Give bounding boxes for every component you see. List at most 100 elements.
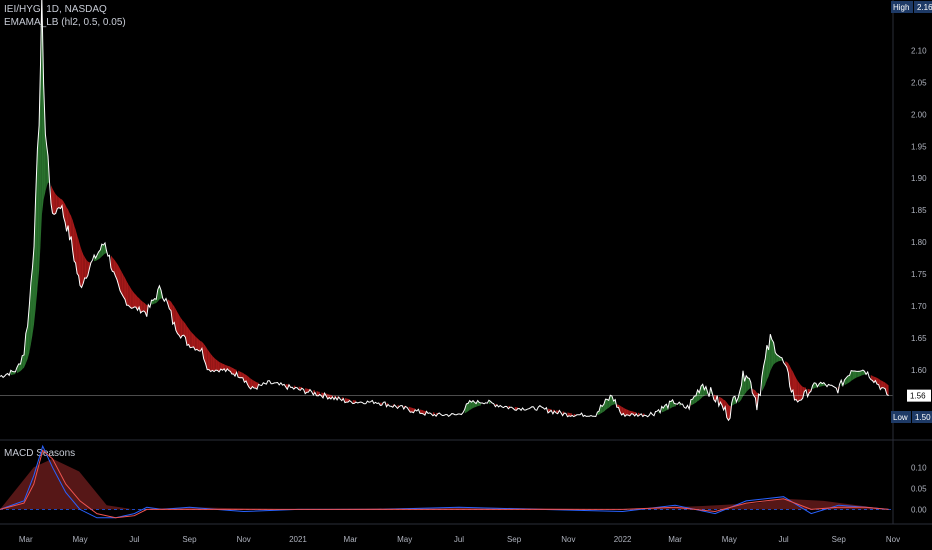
bear-fill-segment (799, 383, 802, 401)
high-value-badge (914, 1, 932, 13)
price-tick-label: 1.75 (911, 270, 927, 279)
bear-fill-segment (230, 366, 232, 374)
bear-fill-segment (621, 406, 624, 415)
bull-fill-segment (98, 249, 101, 260)
bull-fill-segment (471, 400, 473, 410)
bear-fill-segment (616, 404, 619, 408)
bear-fill-segment (54, 191, 56, 215)
bear-fill-segment (380, 402, 382, 406)
bear-fill-segment (128, 283, 130, 307)
bear-fill-segment (183, 321, 186, 338)
bull-fill-segment (16, 363, 19, 374)
time-tick-label: Nov (561, 535, 575, 544)
time-tick-label: Mar (344, 535, 358, 544)
bear-fill-segment (50, 185, 53, 214)
bear-fill-segment (83, 254, 85, 284)
bear-fill-segment (115, 261, 117, 280)
bull-fill-segment (669, 401, 672, 409)
bull-fill-segment (477, 400, 480, 407)
bear-fill-segment (145, 303, 147, 317)
bull-fill-segment (600, 405, 603, 414)
time-tick-label: Jul (778, 535, 788, 544)
time-tick-label: Sep (507, 535, 522, 544)
bear-fill-segment (179, 315, 181, 338)
bear-fill-segment (209, 351, 211, 372)
bear-fill-segment (791, 369, 793, 393)
bull-fill-segment (27, 304, 30, 360)
bear-fill-segment (180, 317, 183, 338)
bull-fill-segment (34, 197, 36, 325)
bear-fill-segment (410, 407, 412, 413)
bull-fill-segment (469, 400, 472, 411)
bull-fill-segment (859, 370, 862, 377)
time-tick-label: Mar (668, 535, 682, 544)
bear-fill-segment (210, 353, 213, 372)
time-tick-label: Jul (454, 535, 464, 544)
time-tick-label: May (72, 535, 87, 544)
bull-fill-segment (749, 378, 751, 389)
macd-pane (0, 444, 893, 519)
price-tick-label: 2.00 (911, 110, 927, 119)
bull-fill-segment (857, 371, 860, 378)
time-tick-label: Sep (832, 535, 847, 544)
bear-fill-segment (876, 377, 879, 385)
price-tick-label: 1.85 (911, 206, 927, 215)
bull-fill-segment (849, 370, 852, 383)
bear-fill-segment (212, 355, 215, 372)
bull-fill-segment (747, 377, 750, 391)
time-tick-label: Jul (129, 535, 139, 544)
macd-tick-label: 0.00 (911, 505, 927, 514)
bull-fill-segment (854, 371, 857, 379)
bull-fill-segment (768, 334, 771, 377)
bear-fill-segment (58, 197, 61, 209)
bear-fill-segment (626, 409, 629, 416)
bull-fill-segment (466, 403, 469, 413)
high-marker-label-bg (891, 1, 913, 13)
bull-fill-segment (30, 267, 33, 345)
bear-fill-segment (66, 207, 69, 232)
bear-fill-segment (190, 330, 192, 348)
low-marker-label-bg (891, 411, 911, 423)
bear-fill-segment (207, 348, 210, 370)
time-tick-label: Sep (182, 535, 197, 544)
bear-fill-segment (129, 286, 132, 309)
bear-fill-segment (801, 385, 803, 401)
bear-fill-segment (231, 367, 234, 375)
bear-fill-segment (81, 250, 84, 288)
bear-fill-segment (169, 300, 171, 311)
bear-fill-segment (316, 390, 319, 396)
bear-fill-segment (139, 298, 141, 313)
bear-fill-segment (720, 397, 723, 406)
time-tick-label: 2021 (289, 535, 307, 544)
time-tick-label: May (397, 535, 412, 544)
bear-fill-segment (126, 281, 129, 306)
bear-fill-segment (65, 204, 67, 232)
bear-fill-segment (84, 257, 87, 279)
bear-fill-segment (785, 361, 787, 367)
bear-fill-segment (172, 304, 175, 325)
bull-fill-segment (671, 399, 673, 409)
bull-fill-segment (25, 326, 28, 364)
bear-fill-segment (255, 381, 258, 390)
bull-fill-segment (690, 399, 693, 406)
time-tick-label: Nov (237, 535, 251, 544)
bear-fill-segment (321, 392, 324, 398)
price-tick-label: 1.60 (911, 366, 927, 375)
price-tick-label: 1.70 (911, 302, 927, 311)
bear-fill-segment (411, 407, 414, 413)
bull-fill-segment (100, 244, 102, 259)
bear-fill-segment (252, 379, 254, 389)
signal-line (0, 449, 889, 519)
price-pane (0, 0, 893, 422)
bear-fill-segment (306, 388, 309, 393)
current-value-text: 1.56 (910, 392, 926, 401)
bull-fill-segment (103, 242, 105, 256)
bear-fill-segment (886, 384, 889, 396)
macd-line (0, 444, 889, 519)
bear-fill-segment (191, 332, 194, 348)
bear-fill-segment (346, 398, 348, 403)
bear-fill-segment (408, 406, 411, 413)
bear-fill-segment (718, 396, 721, 406)
